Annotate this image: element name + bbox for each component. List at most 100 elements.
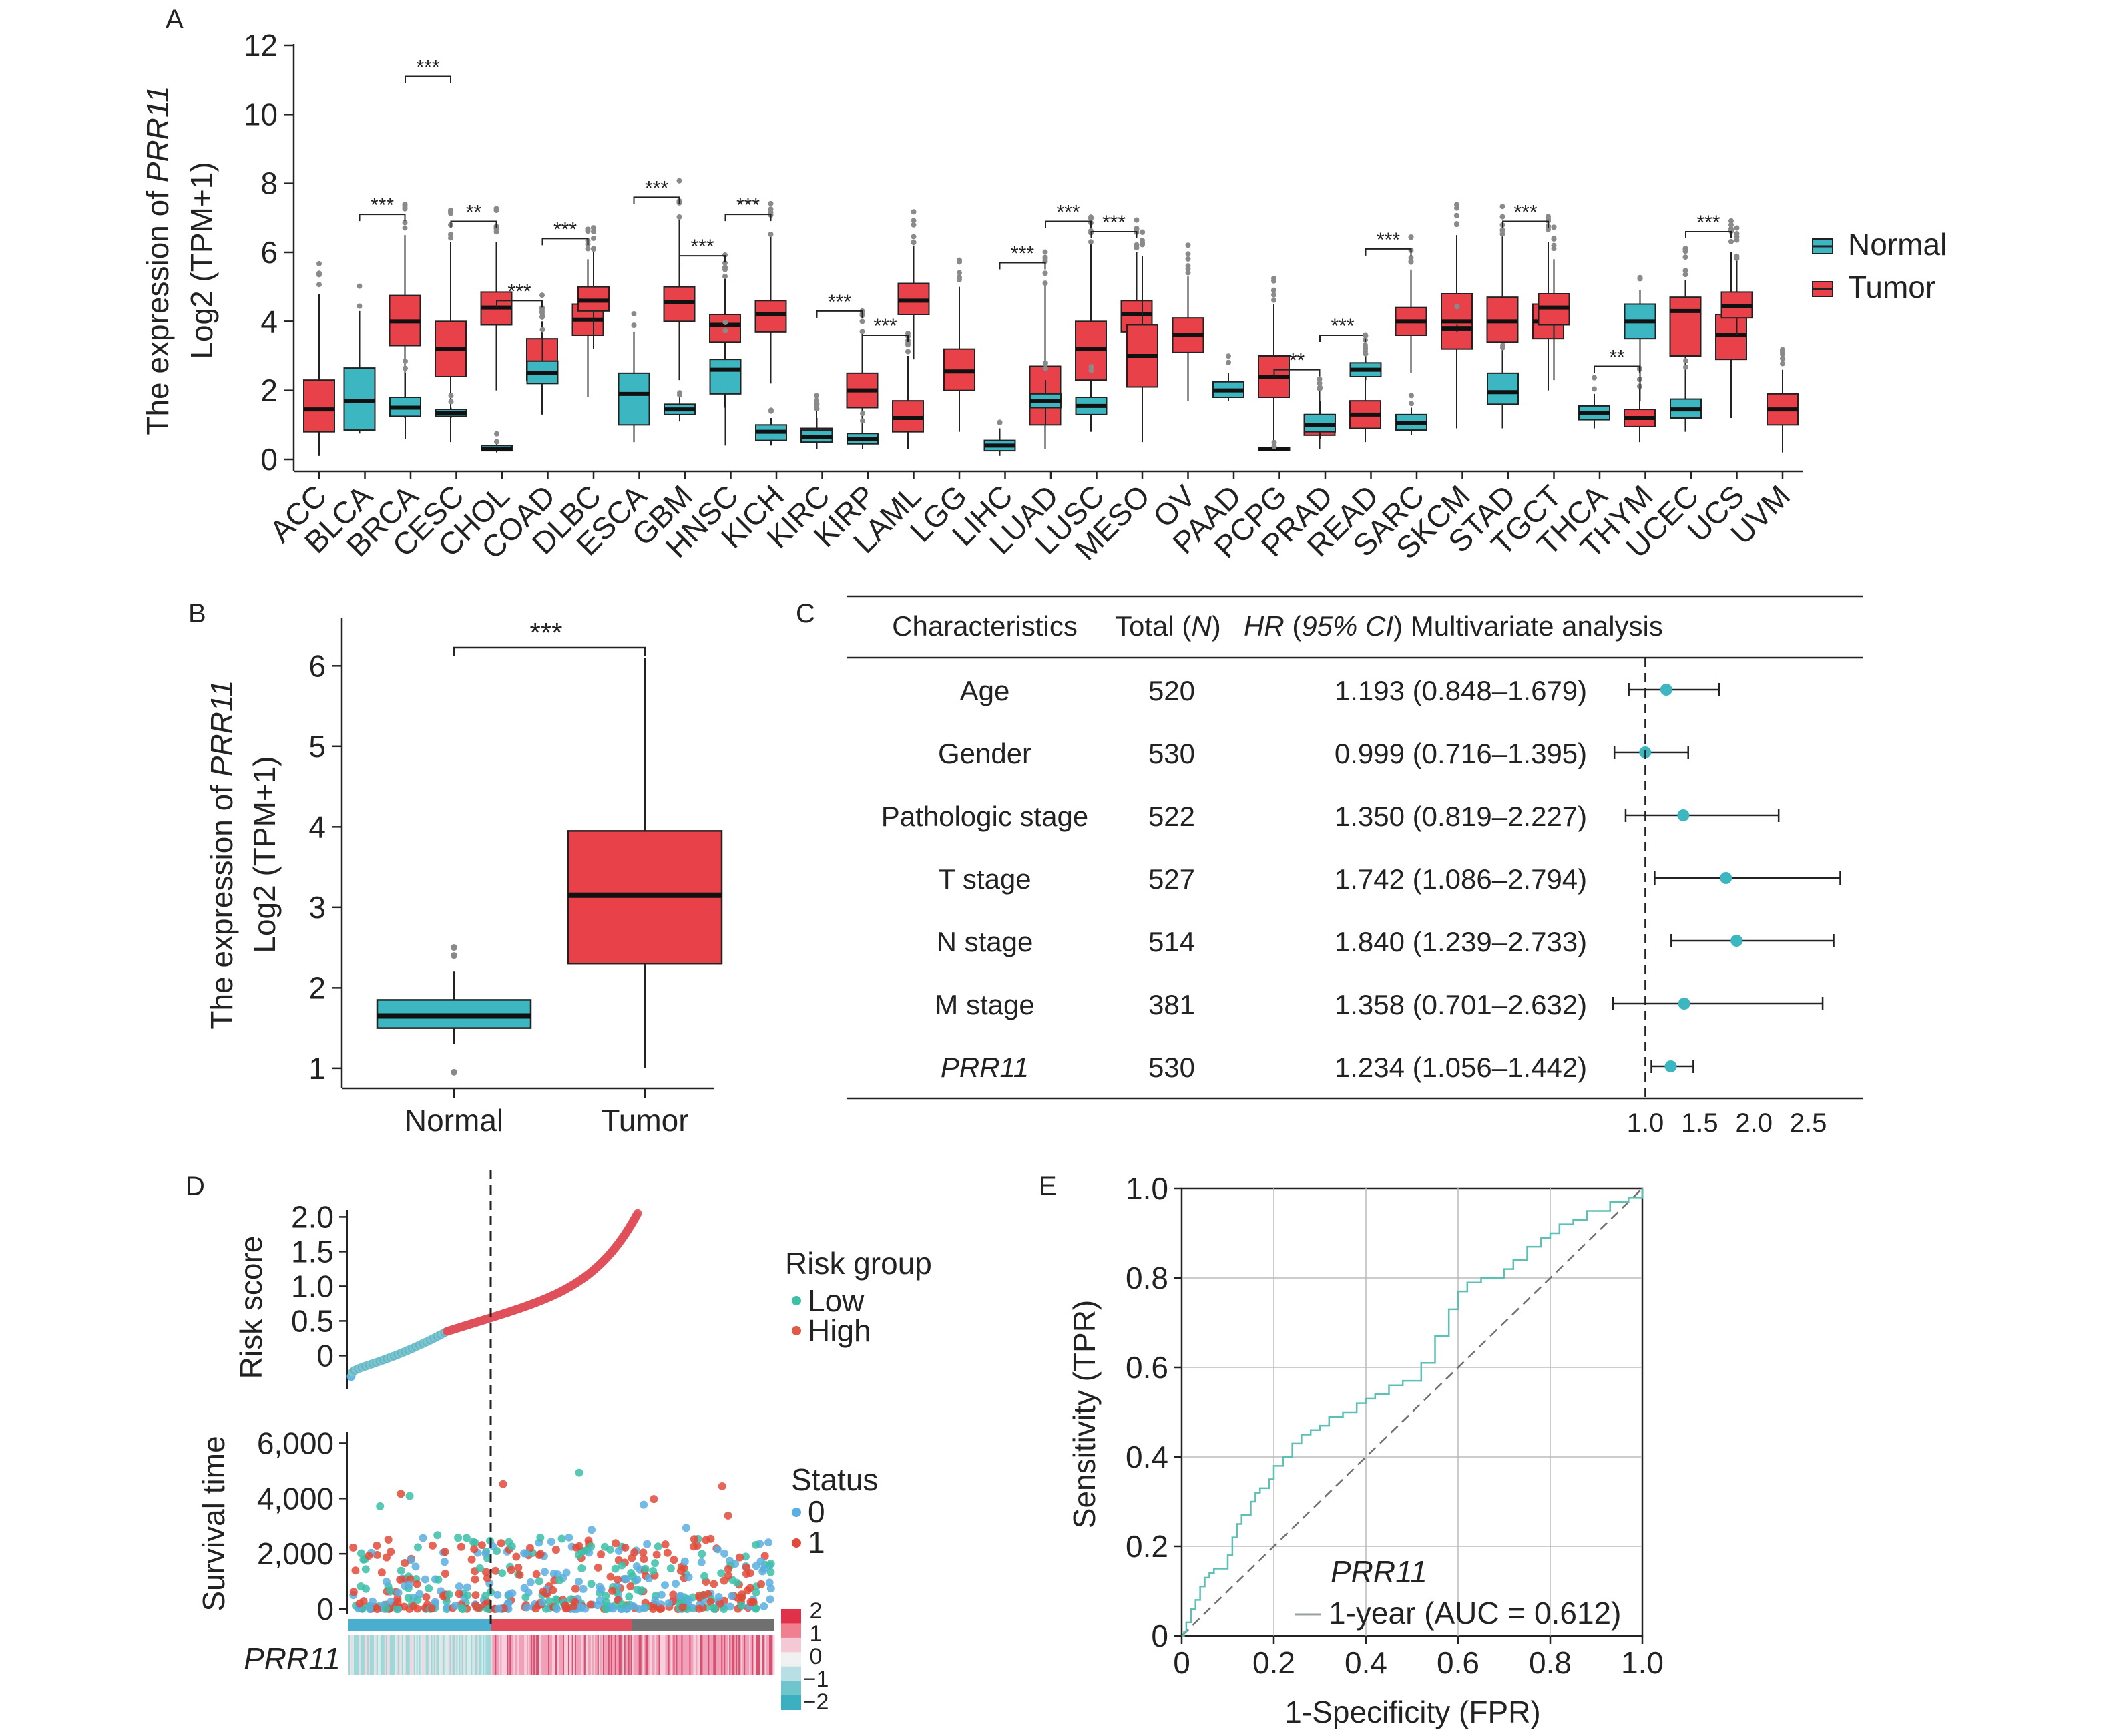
heat-cell xyxy=(648,1635,650,1675)
heat-cell xyxy=(602,1635,605,1675)
heat-cell xyxy=(597,1635,600,1675)
survival-point xyxy=(728,1592,736,1600)
heat-cell xyxy=(728,1635,730,1675)
heat-cell xyxy=(425,1635,428,1675)
survival-point xyxy=(507,1542,516,1551)
outlier-dot xyxy=(1728,222,1734,228)
heat-cell xyxy=(594,1635,597,1675)
header-hr: HR (95% CI) Multivariate analysis xyxy=(1244,610,1663,642)
heat-cell xyxy=(700,1635,702,1675)
survival-point xyxy=(654,1542,662,1551)
heat-cell xyxy=(515,1635,517,1675)
box-luad-normal xyxy=(1029,360,1062,425)
heat-cell xyxy=(436,1635,439,1675)
risk-legend-low: Low xyxy=(808,1283,865,1318)
survival-point xyxy=(649,1566,658,1575)
heat-cell xyxy=(391,1635,393,1675)
outlier-dot xyxy=(1734,234,1740,240)
hr-point xyxy=(1660,684,1672,696)
outlier-dot xyxy=(1551,242,1557,248)
heat-cell xyxy=(680,1635,682,1675)
heat-cell xyxy=(513,1635,515,1675)
survival-point xyxy=(639,1548,648,1557)
outlier-dot xyxy=(1088,214,1094,220)
heat-cell xyxy=(385,1635,388,1675)
survival-point xyxy=(413,1580,421,1588)
survival-point xyxy=(351,1566,360,1575)
survival-point xyxy=(732,1578,741,1587)
outlier-dot xyxy=(1551,235,1557,241)
heat-cell xyxy=(523,1635,525,1675)
survival-point xyxy=(695,1604,704,1613)
risk-score-points xyxy=(346,1209,642,1381)
status-legend: Status 0 1 xyxy=(791,1462,878,1560)
risk-y-tick-label: 1.0 xyxy=(291,1269,334,1303)
heat-cell xyxy=(636,1635,638,1675)
outlier-dot xyxy=(1499,204,1505,210)
heat-cell xyxy=(762,1635,764,1675)
outlier-dot xyxy=(1088,367,1094,373)
survival-point xyxy=(643,1540,652,1548)
survival-point xyxy=(743,1586,752,1595)
survival-point xyxy=(586,1600,595,1609)
panel-d-risk-plot: D Risk score Survival time PRR11 2.01.51… xyxy=(186,1170,932,1715)
survival-point xyxy=(451,1601,459,1610)
hr-point xyxy=(1677,809,1690,821)
colorbar-tick-label: −2 xyxy=(803,1689,829,1715)
outlier-dot xyxy=(860,411,865,417)
outlier-dot xyxy=(1185,256,1191,262)
survival-point xyxy=(606,1572,615,1581)
survival-point xyxy=(526,1578,535,1586)
outlier-dot xyxy=(1134,226,1140,232)
box-read-normal xyxy=(1349,333,1382,381)
status-legend-1-dot xyxy=(792,1538,801,1548)
heat-cell xyxy=(549,1635,551,1675)
box-acc-tumor xyxy=(303,260,335,456)
heat-cell xyxy=(734,1635,736,1675)
survival-point xyxy=(716,1599,724,1608)
survival-point xyxy=(587,1580,596,1588)
survival-point xyxy=(349,1588,358,1596)
heat-cell xyxy=(669,1635,671,1675)
survival-point xyxy=(682,1524,690,1532)
x-tick-label: 0.8 xyxy=(1529,1645,1572,1680)
box-uvm-tumor xyxy=(1767,347,1799,453)
heat-cell xyxy=(552,1635,554,1675)
box-thym-normal xyxy=(1624,274,1656,401)
significance-bracket xyxy=(1090,231,1138,238)
heat-cell xyxy=(654,1635,657,1675)
colorbar-tick-label: 1 xyxy=(810,1621,823,1647)
heat-cell xyxy=(463,1635,465,1675)
survival-point xyxy=(579,1584,588,1593)
survival-point xyxy=(717,1569,726,1578)
heat-cell xyxy=(409,1635,412,1675)
outlier-dot xyxy=(1140,240,1145,246)
heat-cell xyxy=(483,1635,485,1675)
outlier-dot xyxy=(814,393,819,399)
heat-cell xyxy=(566,1635,569,1675)
heat-cell xyxy=(509,1635,511,1675)
survival-point xyxy=(737,1601,746,1610)
outlier-dot xyxy=(768,232,774,238)
heat-cell xyxy=(614,1635,617,1675)
survival-point xyxy=(405,1580,413,1589)
header-hr-ci: 95% CI xyxy=(1301,610,1393,642)
heat-cell xyxy=(725,1635,727,1675)
survival-point xyxy=(507,1566,515,1574)
outlier-dot xyxy=(402,202,408,208)
heat-cell xyxy=(720,1635,722,1675)
risk-legend-low-dot xyxy=(792,1296,801,1305)
status-legend-0: 0 xyxy=(808,1494,825,1529)
row-hr-ci: 0.999 (0.716–1.395) xyxy=(1335,738,1587,769)
heat-cell xyxy=(371,1635,373,1675)
survival-point xyxy=(515,1570,524,1579)
heat-cell xyxy=(722,1635,724,1675)
colorbar-segment xyxy=(781,1609,801,1624)
colorbar-segment xyxy=(781,1623,801,1639)
heat-cell xyxy=(536,1635,538,1675)
row-characteristic: N stage xyxy=(937,926,1033,957)
heat-cell xyxy=(435,1635,437,1675)
heat-cell xyxy=(742,1635,744,1675)
panel-a-ylabel-gene: PRR11 xyxy=(140,85,175,182)
panel-b-ylabel-unit: Log2 (TPM+1) xyxy=(247,756,282,953)
